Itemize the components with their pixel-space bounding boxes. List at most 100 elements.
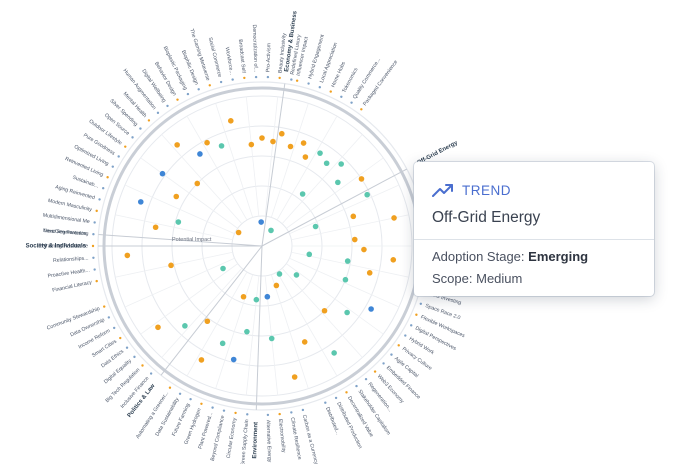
category-divider	[255, 245, 263, 410]
trend-marker	[290, 411, 293, 414]
trend-dot-established[interactable]	[159, 170, 166, 177]
trend-dot-emerging[interactable]	[301, 339, 308, 345]
trend-dot-emerging[interactable]	[124, 252, 131, 259]
trend-dot-emerging[interactable]	[155, 324, 161, 331]
trend-dot-emerging[interactable]	[198, 357, 205, 363]
trend-marker	[234, 411, 237, 415]
trend-dot-growing[interactable]	[338, 161, 344, 167]
trend-dot-growing[interactable]	[175, 219, 182, 225]
trend-marker	[189, 397, 192, 401]
trend-dot-established[interactable]	[197, 151, 203, 157]
category-divider	[98, 234, 263, 247]
trend-dot-emerging[interactable]	[291, 374, 298, 380]
trend-dot-growing[interactable]	[218, 143, 225, 149]
trend-dot-emerging[interactable]	[358, 176, 365, 182]
trend-dot-established[interactable]	[264, 293, 271, 300]
trend-dot-growing[interactable]	[306, 251, 313, 258]
trend-marker	[107, 316, 111, 319]
trend-dot-growing[interactable]	[312, 223, 319, 230]
trend-label: Proactive Health...	[47, 268, 90, 280]
trend-label: Green Supply Chain	[240, 419, 250, 464]
trend-dot-growing[interactable]	[276, 271, 283, 277]
trend-dot-emerging[interactable]	[278, 130, 285, 137]
trend-dot-emerging[interactable]	[240, 293, 247, 300]
trend-dot-emerging[interactable]	[174, 142, 180, 148]
trend-marker	[186, 92, 190, 96]
trend-dot-growing[interactable]	[331, 350, 337, 356]
trend-dot-emerging[interactable]	[270, 138, 276, 145]
trend-marker	[141, 364, 144, 367]
trend-label: Democratization of...	[251, 24, 259, 72]
trend-marker	[318, 85, 322, 89]
trend-dot-emerging[interactable]	[302, 154, 309, 160]
trend-marker	[124, 145, 127, 148]
trend-marker	[168, 386, 172, 389]
trend-dot-growing[interactable]	[244, 328, 250, 335]
trend-dot-emerging[interactable]	[173, 193, 180, 200]
trend-dot-emerging[interactable]	[273, 282, 280, 289]
adoption-value: Emerging	[528, 249, 589, 264]
grid-spoke	[161, 134, 243, 224]
trend-dot-emerging[interactable]	[350, 213, 357, 220]
trend-marker	[166, 104, 169, 108]
trend-marker	[103, 305, 106, 308]
trend-marker	[176, 98, 179, 101]
trend-dot-emerging[interactable]	[204, 139, 210, 146]
trend-dot-emerging[interactable]	[227, 118, 234, 124]
trend-dot-emerging[interactable]	[361, 246, 367, 253]
trend-dot-growing[interactable]	[182, 323, 188, 329]
trend-dot-emerging[interactable]	[152, 224, 159, 231]
trend-dot-growing[interactable]	[220, 265, 226, 272]
trend-label: Multidimensional Me	[42, 213, 90, 226]
trend-dot-established[interactable]	[368, 306, 374, 312]
trend-dot-growing[interactable]	[335, 179, 341, 186]
trend-dot-emerging[interactable]	[391, 215, 397, 221]
trend-dot-emerging[interactable]	[287, 143, 294, 150]
trend-dot-emerging[interactable]	[321, 307, 328, 314]
trend-dot-growing[interactable]	[293, 272, 300, 278]
grid-spoke	[291, 214, 409, 241]
trend-dot-growing[interactable]	[268, 335, 275, 342]
trend-dot-emerging[interactable]	[235, 229, 242, 236]
trend-dot-growing[interactable]	[317, 150, 323, 156]
tooltip-scope-row: Scope: Medium	[414, 264, 654, 286]
trend-marker	[345, 391, 348, 394]
trend-dot-established[interactable]	[137, 199, 144, 205]
trend-dot-growing[interactable]	[344, 258, 351, 264]
trend-marker	[112, 326, 116, 330]
trend-dot-growing[interactable]	[364, 191, 370, 198]
trend-dot-emerging[interactable]	[366, 270, 373, 276]
trend-dot-growing[interactable]	[219, 340, 226, 347]
trend-dot-growing[interactable]	[268, 227, 274, 234]
trend-dot-emerging[interactable]	[390, 256, 397, 263]
grid-spoke	[289, 257, 400, 308]
trend-dot-growing[interactable]	[323, 160, 330, 167]
trend-dot-emerging[interactable]	[351, 236, 358, 243]
trend-marker	[350, 101, 353, 104]
trend-dot-emerging[interactable]	[194, 180, 201, 187]
trend-dot-emerging[interactable]	[248, 141, 255, 148]
grid-spoke	[115, 214, 233, 241]
trend-marker	[111, 165, 114, 168]
trend-dot-established[interactable]	[230, 356, 237, 363]
trend-marker	[390, 353, 393, 356]
trend-dot-established[interactable]	[258, 219, 264, 225]
center-label: Potential Impact	[172, 237, 212, 243]
trend-marker	[200, 402, 203, 405]
grid-spoke	[281, 134, 363, 224]
trend-dot-emerging[interactable]	[204, 318, 211, 325]
trend-label: Relationships...	[53, 256, 89, 264]
trend-marker	[222, 409, 226, 412]
trend-marker	[373, 370, 377, 373]
tooltip-divider	[414, 239, 654, 240]
trend-dot-emerging[interactable]	[300, 140, 307, 146]
tooltip-header: TREND	[414, 162, 654, 198]
trend-dot-growing[interactable]	[299, 191, 306, 197]
trend-dot-emerging[interactable]	[168, 262, 174, 269]
trend-dot-growing[interactable]	[253, 296, 260, 303]
trend-dot-growing[interactable]	[342, 276, 349, 283]
trend-dot-emerging[interactable]	[259, 135, 265, 141]
category-divider	[261, 168, 408, 247]
trend-dot-growing[interactable]	[344, 309, 350, 316]
grid-spoke	[215, 103, 254, 218]
